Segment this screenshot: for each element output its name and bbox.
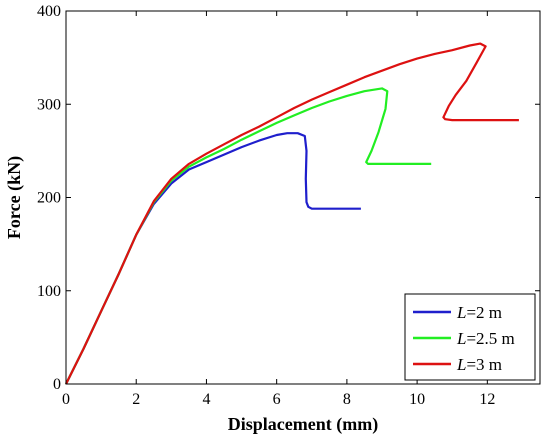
legend-label-2: L=2.5 m (456, 329, 515, 348)
x-tick-label: 10 (409, 391, 425, 408)
series-line-1 (65, 132, 361, 385)
y-tick-label: 0 (53, 376, 61, 393)
series-lines (65, 42, 519, 385)
x-axis-title: Displacement (mm) (228, 414, 378, 435)
x-tick-label: 8 (343, 391, 351, 408)
y-tick-label: 100 (37, 283, 61, 300)
legend: L=2 m L=2.5 m L=3 m (404, 293, 536, 381)
legend-label-3: L=3 m (456, 355, 502, 374)
axis-ticks: 0 2 4 6 8 10 12 0 100 200 300 400 (37, 3, 540, 408)
x-tick-label: 2 (132, 391, 140, 408)
x-tick-label: 12 (479, 391, 495, 408)
y-tick-label: 400 (37, 3, 61, 20)
y-axis-title: Force (kN) (4, 156, 25, 239)
legend-label-1: L=2 m (456, 303, 502, 322)
x-tick-label: 0 (62, 391, 70, 408)
x-tick-label: 4 (202, 391, 210, 408)
y-tick-label: 200 (37, 190, 61, 207)
x-tick-label: 6 (273, 391, 281, 408)
series-line-3 (65, 42, 519, 385)
y-tick-label: 300 (37, 96, 61, 113)
